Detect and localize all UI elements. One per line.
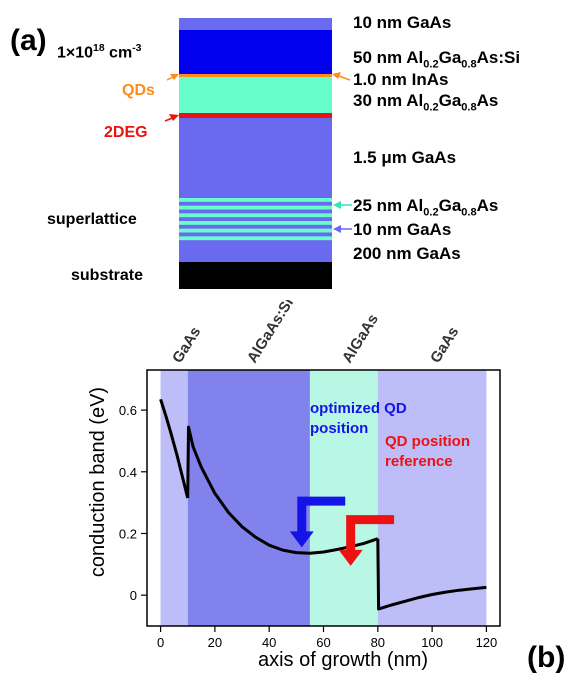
region-3 [377,370,487,626]
x-tick-label: 120 [476,635,498,650]
panel-b-label: (b) [527,641,565,674]
2deg-label: 2DEG [104,124,148,141]
superlattice-gaas-stripe [179,217,332,222]
layer-label-algaas: 30 nm Al0.2Ga0.8As [353,91,499,114]
layer-label-algaas-si: 50 nm Al0.2Ga0.8As:Si [353,48,521,71]
sl-algaas-arrow [333,201,352,209]
layer-label-sl-gaas: 10 nm GaAs [353,220,452,239]
superlattice-gaas-stripe [179,209,332,214]
layer-substrate [179,262,332,289]
layer-algaas-si [179,30,332,75]
superlattice-algaas-stripe [179,205,332,210]
x-tick-label: 100 [421,635,443,650]
annotation-text: reference [385,453,453,470]
layer-stack-diagram [164,18,352,289]
superlattice-algaas-stripe [179,236,332,241]
band-curve-segment [186,425,379,555]
layer-algaas [179,77,332,113]
superlattice-algaas-stripe [179,213,332,218]
x-tick-label: 80 [371,635,385,650]
superlattice-algaas-stripe [179,228,332,233]
region-label: GaAs [427,324,462,366]
layer-label-inas: 1.0 nm InAs [353,70,449,89]
superlattice-gaas-stripe [179,224,332,229]
layer-label-gaas-200nm: 200 nm GaAs [353,244,461,263]
layer-label-gaas-cap: 10 nm GaAs [353,13,452,32]
doping-label: 1×1018 cm-3 [57,43,142,62]
2deg-arrow [164,114,179,122]
band-curve-segment [376,538,487,611]
x-tick-label: 40 [262,635,276,650]
axes: 0 20 40 60 80 100 120 0 0.2 0.4 0.6 [119,369,501,650]
substrate-label: substrate [71,267,144,284]
layer-gaas-cap [179,18,332,30]
layer-label-sl-algaas: 25 nm Al0.2Ga0.8As [353,196,499,219]
conduction-band-chart: GaAs AlGaAs:Si AlGaAs GaAs 0 20 40 60 80 100 1200… [87,300,565,674]
annotations: optimized QD position QD position reference [289,400,470,566]
superlattice-gaas-stripe [179,232,332,237]
qds-arrow [166,74,179,81]
y-tick-label: 0 [130,588,137,603]
band-curve-segment [159,398,190,499]
superlattice-algaas-stripe [179,221,332,226]
x-tick-label: 0 [157,635,164,650]
band-curve [159,398,487,611]
region-label: AlGaAs:Si [244,300,297,366]
y-tick-label: 0.2 [119,526,137,541]
annotation-arrow [338,515,395,566]
y-tick-label: 0.4 [119,465,137,480]
annotation-arrow [289,496,346,548]
region-label: AlGaAs [339,311,382,366]
layer-gaas-buffer [179,118,332,198]
y-axis-label: conduction band (eV) [87,387,109,577]
layer-2deg [179,113,332,118]
layer-inas-qds [179,74,332,77]
x-tick-label: 20 [208,635,222,650]
superlattice-gaas-stripe [179,240,332,245]
inas-arrow [332,72,351,81]
superlattice-layers [179,198,332,245]
region-1 [187,370,310,626]
x-axis-label: axis of growth (nm) [258,649,428,671]
panel-a-label: (a) [10,24,47,57]
superlattice-label: superlattice [47,211,137,228]
annotation-text: QD position [385,433,470,450]
superlattice-gaas-stripe [179,201,332,206]
region-label: GaAs [169,324,204,366]
annotation-text: position [310,420,368,437]
y-tick-label: 0.6 [119,403,137,418]
superlattice-algaas-stripe [179,198,332,203]
region-labels: GaAs AlGaAs:Si AlGaAs GaAs [169,300,462,366]
layer-label-gaas-buffer: 1.5 μm GaAs [353,148,457,167]
sl-gaas-arrow [333,225,352,233]
x-tick-label: 60 [316,635,330,650]
annotation-text: optimized QD [310,400,407,417]
qds-label: QDs [122,82,155,99]
layer-gaas-200nm [179,244,332,262]
